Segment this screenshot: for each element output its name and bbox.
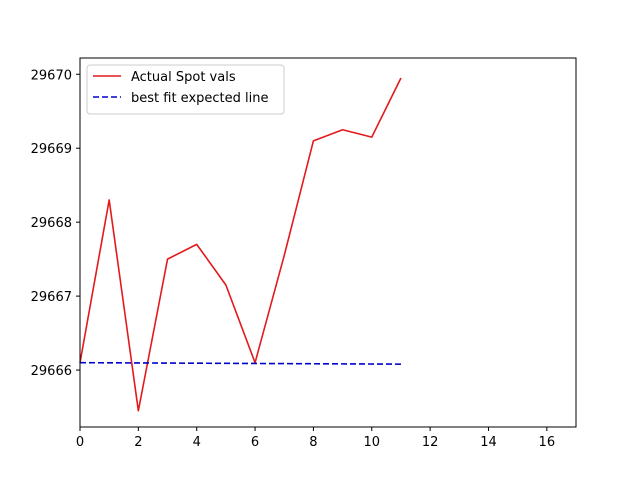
plot-area-frame (79, 57, 577, 428)
x-tick-label: 10 (363, 435, 380, 450)
y-tick-label: 29668 (31, 216, 72, 231)
series-line-0 (79, 77, 402, 412)
series-line-1 (79, 361, 401, 365)
x-tick-label: 2 (134, 435, 142, 450)
x-tick-label: 12 (422, 435, 439, 450)
legend: Actual Spot vals best fit expected line (86, 64, 285, 115)
y-tick-label: 29666 (31, 364, 72, 379)
y-axis: 29666 29667 29668 29669 29670 (31, 68, 80, 379)
y-tick-label: 29667 (31, 290, 72, 305)
x-tick-label: 6 (251, 435, 259, 450)
series-layer (79, 77, 402, 412)
x-tick-label: 4 (193, 435, 201, 450)
y-tick-label: 29669 (31, 142, 72, 157)
x-tick-label: 0 (76, 435, 84, 450)
x-tick-label: 16 (539, 435, 556, 450)
legend-label-actual-spot-vals: Actual Spot vals (131, 70, 236, 85)
legend-label-best-fit-expected-line: best fit expected line (131, 91, 268, 106)
x-tick-label: 8 (309, 435, 317, 450)
y-tick-label: 29670 (31, 68, 72, 83)
x-axis: 0 2 4 6 8 10 12 14 16 (76, 427, 555, 450)
legend-box (86, 64, 285, 115)
x-tick-label: 14 (480, 435, 497, 450)
